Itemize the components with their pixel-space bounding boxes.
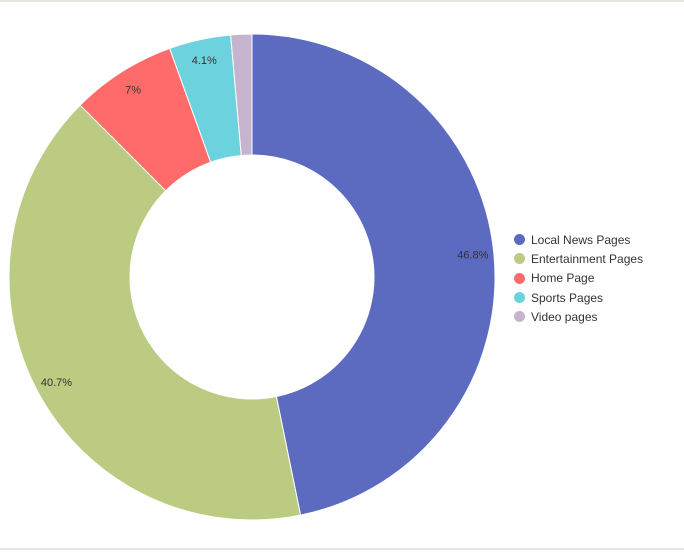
data-label-entertainment-pages: 40.7% xyxy=(41,377,72,389)
slice-entertainment-pages[interactable] xyxy=(8,104,302,521)
legend-swatch-icon xyxy=(514,234,525,246)
legend-item-entertainment-pages[interactable]: Entertainment Pages xyxy=(514,249,643,268)
legend-swatch-icon xyxy=(514,253,525,265)
legend-label: Home Page xyxy=(531,271,595,286)
slice-local-news-pages[interactable] xyxy=(251,33,496,516)
legend-swatch-icon xyxy=(514,272,525,284)
legend-label: Local News Pages xyxy=(531,232,631,247)
legend-item-sports-pages[interactable]: Sports Pages xyxy=(514,288,643,307)
legend-swatch-icon xyxy=(514,311,525,323)
data-label-home-page: 7% xyxy=(125,85,141,97)
legend-label: Sports Pages xyxy=(531,290,604,305)
legend-label: Entertainment Pages xyxy=(531,251,644,266)
legend-swatch-icon xyxy=(514,292,525,304)
data-label-local-news-pages: 46.8% xyxy=(457,250,488,262)
legend-item-home-page[interactable]: Home Page xyxy=(514,269,643,288)
legend-item-video-pages[interactable]: Video pages xyxy=(514,307,643,326)
data-label-sports-pages: 4.1% xyxy=(192,55,217,67)
legend-label: Video pages xyxy=(531,309,598,324)
slice-video-pages[interactable] xyxy=(230,33,253,157)
legend-item-local-news-pages[interactable]: Local News Pages xyxy=(514,230,643,249)
chart-legend: Local News Pages Entertainment Pages Home … xyxy=(514,230,643,326)
